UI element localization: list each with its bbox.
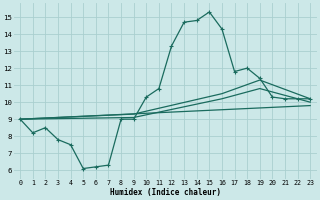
X-axis label: Humidex (Indice chaleur): Humidex (Indice chaleur) — [110, 188, 221, 197]
